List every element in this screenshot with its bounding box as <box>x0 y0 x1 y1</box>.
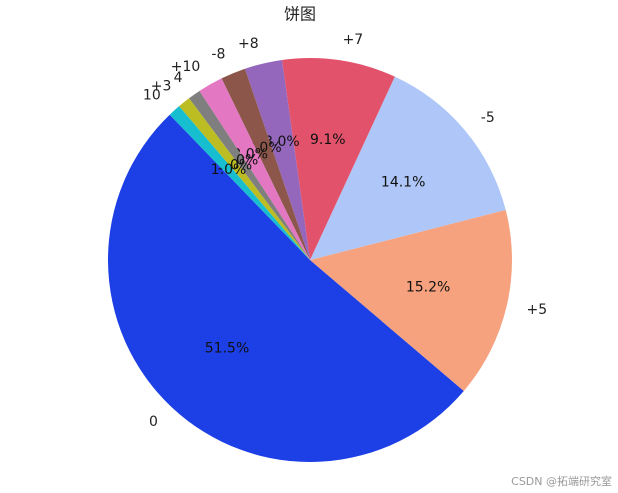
slice-label: 0 <box>149 414 158 430</box>
slice-label: +10 <box>171 59 201 75</box>
pie-slice <box>179 98 310 260</box>
pie-slice <box>282 57 395 260</box>
pie-slice <box>189 90 310 260</box>
slice-label: 10 <box>143 87 161 103</box>
value-label: 1.0% <box>211 162 247 178</box>
pie-slice <box>221 68 310 261</box>
value-label: 14.1% <box>381 174 425 190</box>
slice-label: 4 <box>174 70 183 86</box>
slice-label: -5 <box>481 110 495 126</box>
slice-label: +7 <box>343 32 364 48</box>
value-label: 9.1% <box>310 132 346 148</box>
pie-slice <box>199 78 310 260</box>
pie-slice <box>310 76 506 261</box>
pie-slice <box>169 106 310 260</box>
slice-label: -8 <box>211 47 225 63</box>
value-label: 51.5% <box>205 340 249 356</box>
watermark: CSDN @拓端研究室 <box>511 474 612 488</box>
pie-slice <box>107 114 464 463</box>
slice-label: +8 <box>238 36 259 52</box>
pie-slice <box>310 209 512 391</box>
value-label: 15.2% <box>406 279 450 295</box>
value-label: 3.0% <box>264 134 300 150</box>
slice-label: +5 <box>526 302 547 318</box>
pie-slice <box>244 59 310 260</box>
chart-title: 饼图 <box>284 5 316 24</box>
slice-label: +3 <box>151 78 172 94</box>
